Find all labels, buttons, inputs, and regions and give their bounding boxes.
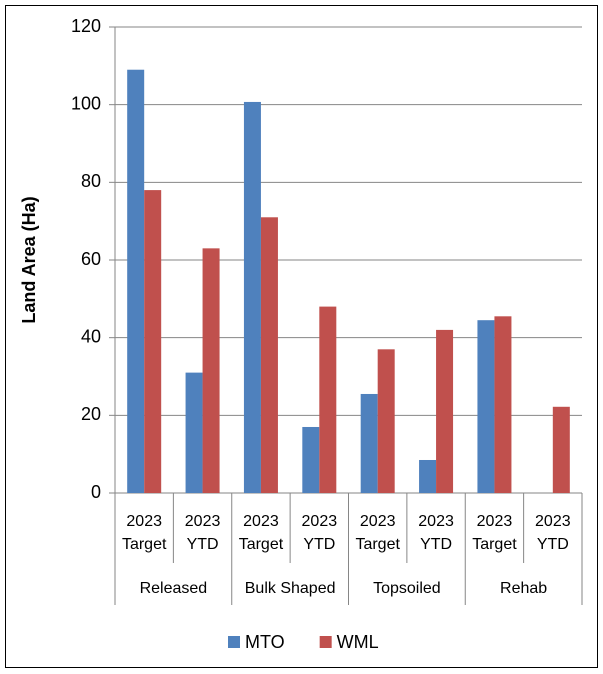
x-tick-label: YTD — [537, 536, 569, 553]
y-tick-label: 40 — [81, 326, 101, 346]
x-tick-label: YTD — [187, 536, 219, 553]
x-tick-label: 2023 — [243, 513, 279, 530]
x-tick-label: YTD — [303, 536, 335, 553]
y-tick-label: 0 — [91, 482, 101, 502]
legend-swatch — [228, 636, 240, 648]
bar — [127, 69, 145, 493]
x-tick-label: 2023 — [360, 513, 396, 530]
bar — [494, 316, 512, 493]
bar — [436, 329, 454, 493]
group-label: Rehab — [500, 580, 547, 597]
x-tick-label: Target — [239, 536, 284, 553]
x-tick-label: Target — [122, 536, 167, 553]
y-tick-label: 120 — [71, 16, 101, 36]
y-tick-label: 20 — [81, 404, 101, 424]
bar — [552, 406, 570, 493]
y-tick-label: 100 — [71, 93, 101, 113]
bar — [302, 426, 320, 493]
bar — [319, 306, 337, 493]
y-tick-label: 80 — [81, 171, 101, 191]
x-tick-label: 2023 — [302, 513, 338, 530]
group-label: Bulk Shaped — [245, 580, 336, 597]
bar — [360, 393, 378, 493]
legend-swatch — [319, 636, 332, 648]
group-label: Topsoiled — [373, 580, 441, 597]
x-tick-label: Target — [472, 536, 517, 553]
x-tick-label: YTD — [420, 536, 452, 553]
bar — [260, 217, 278, 494]
x-tick-label: 2023 — [477, 513, 513, 530]
bar — [185, 372, 203, 493]
x-tick-label: 2023 — [535, 513, 571, 530]
bar — [377, 349, 395, 493]
y-axis-title: Land Area (Ha) — [19, 196, 39, 323]
bar — [144, 190, 162, 493]
x-tick-label: Target — [355, 536, 400, 553]
bar — [477, 320, 495, 493]
bar — [243, 101, 261, 493]
legend-label: WML — [337, 632, 379, 652]
x-tick-label: 2023 — [185, 513, 221, 530]
group-label: Released — [140, 580, 208, 597]
y-tick-label: 60 — [81, 249, 101, 269]
bar — [419, 459, 437, 493]
x-tick-label: 2023 — [418, 513, 454, 530]
legend-label: MTO — [245, 632, 285, 652]
x-tick-label: 2023 — [126, 513, 162, 530]
bar — [202, 248, 220, 493]
